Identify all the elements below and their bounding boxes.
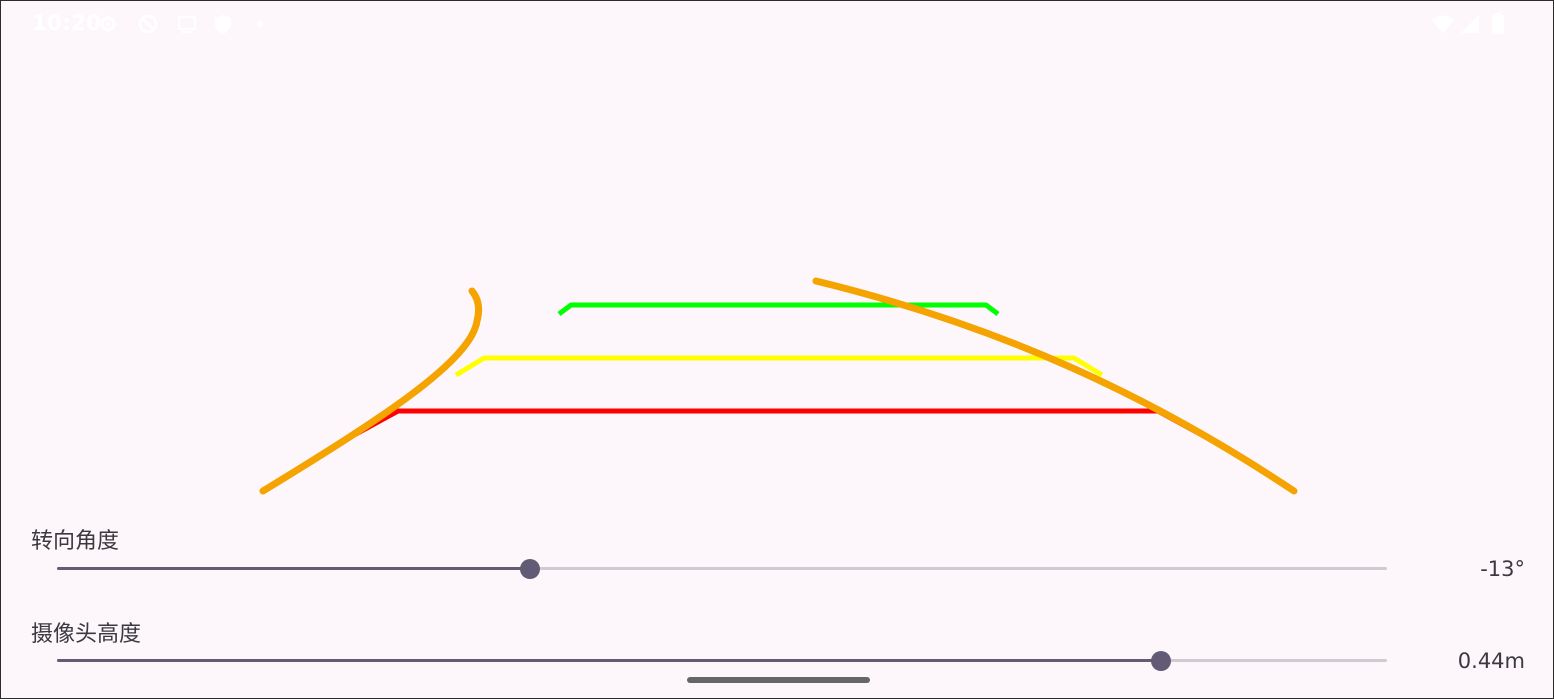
settings-icon — [100, 16, 116, 32]
wifi-icon — [1432, 15, 1454, 33]
height-slider-fill — [57, 659, 1161, 662]
camera-height-value: 0.44m — [1457, 649, 1525, 673]
status-bar: 10:20 — [1, 1, 1553, 45]
battery-icon — [1492, 13, 1504, 34]
shield-icon — [215, 15, 231, 34]
status-time: 10:20 — [32, 11, 102, 35]
far-distance-line — [557, 302, 1000, 316]
near-distance-line — [341, 408, 1215, 444]
steering-angle-label: 转向角度 — [31, 529, 120, 554]
steering-slider-thumb[interactable] — [520, 559, 541, 579]
dot-icon — [257, 21, 263, 27]
signal-icon — [1461, 15, 1479, 33]
steering-slider-fill — [57, 567, 531, 570]
left-trajectory-line — [259, 287, 483, 495]
steering-angle-slider[interactable] — [57, 559, 1387, 579]
dnd-off-icon — [138, 14, 158, 34]
mid-distance-line — [454, 355, 1104, 378]
steering-angle-value: -13° — [1480, 557, 1525, 581]
right-trajectory-line — [812, 277, 1298, 495]
cast-icon — [178, 16, 196, 33]
camera-height-label: 摄像头高度 — [31, 622, 142, 647]
height-slider-thumb[interactable] — [1150, 651, 1171, 671]
camera-height-slider[interactable] — [57, 651, 1387, 671]
steering-slider-track — [57, 567, 1387, 570]
gesture-nav-handle[interactable] — [687, 677, 870, 683]
parking-guide-lines — [259, 277, 1298, 495]
